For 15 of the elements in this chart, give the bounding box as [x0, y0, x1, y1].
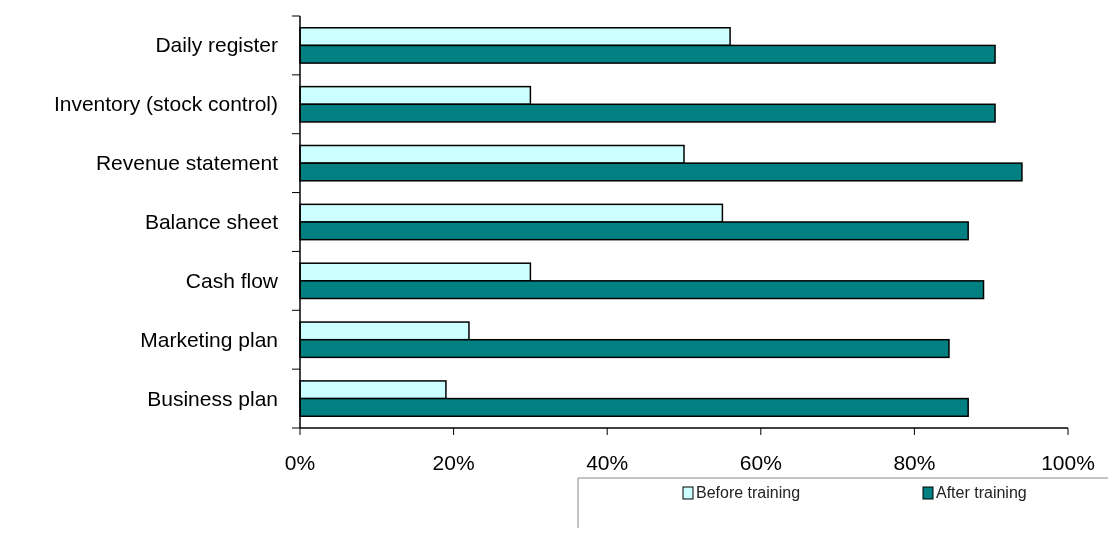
y-tick-label: Business plan — [147, 386, 278, 410]
legend-label: Before training — [696, 484, 801, 501]
x-tick-label: 100% — [1041, 451, 1095, 474]
x-tick-label: 20% — [432, 451, 475, 474]
y-tick-label: Daily register — [155, 33, 278, 57]
y-tick-label: Inventory (stock control) — [53, 92, 278, 116]
y-tick-label: Revenue statement — [95, 151, 279, 175]
y-tick-label: Cash flow — [185, 268, 279, 292]
y-tick-label: Balance sheet — [144, 210, 279, 233]
x-tick-label: 60% — [739, 451, 782, 474]
x-tick-label: 40% — [586, 451, 629, 474]
legend-label: After training — [936, 484, 1027, 501]
x-tick-label: 0% — [284, 451, 316, 474]
x-tick-label: 80% — [893, 451, 936, 474]
y-tick-label: Marketing plan — [140, 327, 278, 351]
